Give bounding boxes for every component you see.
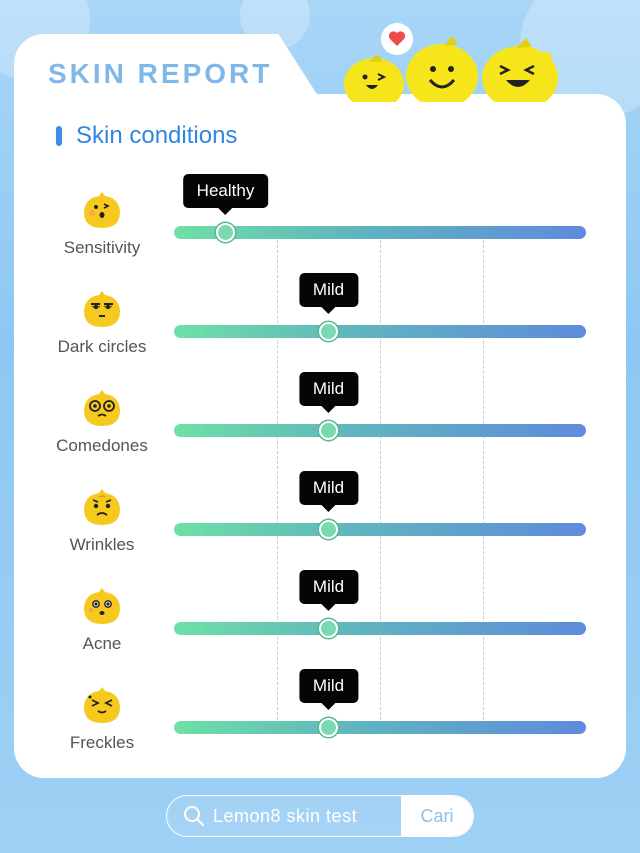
- condition-level-tooltip: Healthy: [182, 174, 269, 215]
- condition-level-marker: [319, 718, 338, 737]
- condition-level-marker: [319, 520, 338, 539]
- scale-gridline: [483, 240, 484, 720]
- condition-scale-track: [174, 622, 586, 635]
- scale-gridline: [380, 240, 381, 720]
- condition-label: Comedones: [56, 436, 148, 455]
- blushing-lemon-face-icon: [82, 190, 122, 230]
- condition-label: Sensitivity: [63, 238, 141, 257]
- condition-label: Dark circles: [57, 337, 147, 356]
- condition-level-marker: [319, 322, 338, 341]
- section-heading: Skin conditions: [56, 120, 237, 152]
- search-query-text: Lemon8 skin test: [213, 805, 358, 826]
- scale-gridline: [277, 240, 278, 720]
- condition-level-tooltip: Mild: [298, 471, 359, 512]
- condition-level-tooltip: Mild: [298, 273, 359, 314]
- search-field[interactable]: Lemon8 skin test: [167, 796, 401, 836]
- lemon-right-icon: [482, 38, 558, 102]
- lemon-middle-icon: [406, 36, 478, 102]
- squinting-lemon-face-icon: [82, 685, 122, 725]
- condition-scale-track: [174, 325, 586, 338]
- lemon-left-icon: [344, 54, 404, 102]
- condition-label: Freckles: [69, 733, 135, 752]
- heart-bubble-icon: [381, 23, 413, 55]
- search-icon: [184, 806, 205, 827]
- search-bar[interactable]: Lemon8 skin test Cari: [166, 795, 474, 837]
- report-tab: [14, 34, 276, 124]
- condition-scale-track: [174, 226, 586, 239]
- condition-level-marker: [216, 223, 235, 242]
- covered-lemon-face-icon: [82, 388, 122, 428]
- condition-level-tooltip: Mild: [298, 372, 359, 413]
- condition-level-marker: [319, 619, 338, 638]
- section-accent-bar: [56, 126, 62, 146]
- surprised-lemon-face-icon: [82, 586, 122, 626]
- section-title: Skin conditions: [76, 122, 238, 149]
- condition-label: Wrinkles: [69, 535, 135, 554]
- condition-scale-track: [174, 721, 586, 734]
- condition-level-tooltip: Mild: [298, 669, 359, 710]
- worried-lemon-face-icon: [82, 487, 122, 527]
- lemon-mascots-illustration: [344, 23, 558, 102]
- condition-level-marker: [319, 421, 338, 440]
- report-title: SKIN REPORT: [48, 58, 273, 89]
- condition-scale-track: [174, 523, 586, 536]
- search-button[interactable]: Cari: [401, 796, 473, 836]
- condition-level-tooltip: Mild: [298, 570, 359, 611]
- condition-label: Acne: [82, 634, 122, 653]
- tired-lemon-face-icon: [82, 289, 122, 329]
- condition-scale-track: [174, 424, 586, 437]
